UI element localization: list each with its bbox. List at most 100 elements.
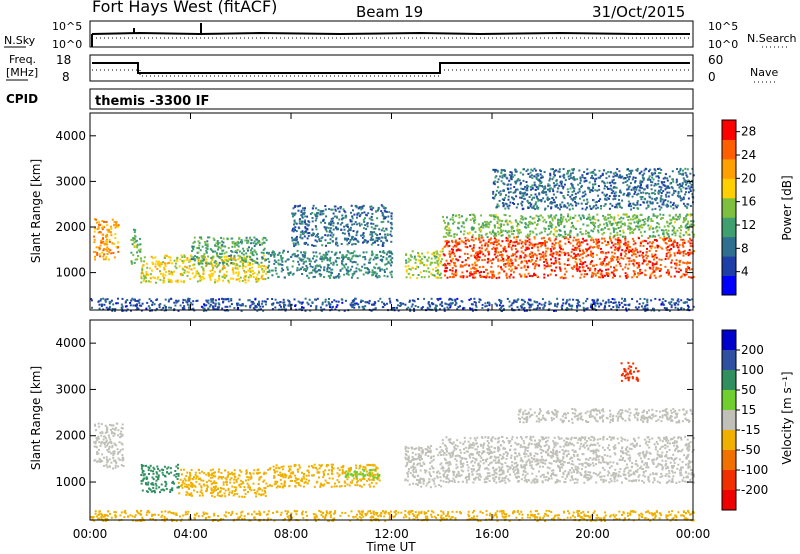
- data-cell: [626, 176, 629, 179]
- data-cell: [280, 259, 283, 262]
- data-cell: [384, 207, 387, 210]
- data-cell: [658, 185, 661, 188]
- data-cell: [374, 275, 377, 278]
- data-cell: [614, 206, 617, 209]
- data-cell: [646, 201, 649, 204]
- data-cell: [590, 229, 593, 232]
- data-cell: [471, 228, 473, 231]
- data-cell: [217, 241, 220, 244]
- data-cell: [579, 260, 582, 263]
- data-cell: [519, 191, 522, 193]
- data-cell: [188, 300, 191, 303]
- data-cell: [533, 204, 536, 207]
- data-cell: [315, 251, 318, 254]
- data-cell: [450, 234, 453, 237]
- data-cell: [439, 297, 442, 300]
- data-cell: [358, 222, 361, 225]
- data-cell: [576, 234, 579, 237]
- data-cell: [554, 274, 557, 277]
- data-cell: [590, 252, 593, 255]
- data-cell: [449, 253, 452, 256]
- data-cell: [328, 270, 330, 273]
- data-cell: [567, 254, 570, 257]
- data-cell: [347, 257, 350, 259]
- data-cell: [654, 297, 657, 300]
- data-cell: [569, 236, 572, 239]
- data-cell: [210, 257, 213, 259]
- data-cell: [642, 307, 645, 310]
- data-cell: [417, 266, 420, 269]
- data-cell: [690, 186, 693, 189]
- data-cell: [125, 300, 128, 303]
- data-cell: [335, 300, 338, 303]
- data-cell: [125, 309, 128, 312]
- data-cell: [313, 268, 316, 271]
- data-cell: [249, 274, 251, 276]
- data-cell: [385, 210, 388, 213]
- data-cell: [308, 221, 311, 224]
- data-cell: [537, 207, 539, 210]
- data-cell: [491, 241, 494, 244]
- data-cell: [175, 301, 178, 304]
- data-cell: [562, 205, 565, 208]
- data-cell: [606, 186, 609, 188]
- data-cell: [582, 302, 585, 305]
- data-cell: [380, 255, 382, 257]
- data-cell: [327, 250, 330, 253]
- data-cell: [572, 216, 574, 219]
- data-cell: [149, 267, 151, 270]
- data-cell: [567, 191, 570, 193]
- data-cell: [206, 300, 209, 303]
- data-cell: [519, 220, 522, 223]
- data-cell: [194, 274, 197, 277]
- data-cell: [481, 224, 484, 227]
- data-cell: [323, 308, 326, 311]
- data-cell: [336, 257, 339, 259]
- data-cell: [627, 204, 630, 207]
- data-cell: [237, 278, 240, 281]
- data-cell: [93, 235, 96, 238]
- data-cell: [461, 265, 464, 268]
- data-cell: [634, 228, 637, 230]
- data-cell: [349, 260, 352, 263]
- data-cell: [590, 176, 593, 179]
- data-cell: [671, 229, 674, 232]
- data-cell: [357, 212, 360, 215]
- data-cell: [279, 263, 282, 266]
- data-cell: [493, 181, 496, 184]
- data-cell: [673, 189, 675, 192]
- data-cell: [558, 234, 561, 237]
- data-cell: [210, 249, 213, 252]
- data-cell: [297, 205, 300, 208]
- data-cell: [534, 265, 537, 268]
- data-cell: [439, 272, 442, 275]
- data-cell: [450, 260, 453, 263]
- data-cell: [454, 270, 457, 273]
- data-cell: [579, 270, 581, 273]
- data-cell: [312, 204, 315, 207]
- data-cell: [528, 259, 530, 262]
- data-cell: [639, 219, 642, 222]
- data-cell: [117, 241, 120, 244]
- data-cell: [636, 307, 639, 310]
- data-cell: [685, 232, 688, 235]
- data-cell: [581, 263, 584, 266]
- data-cell: [649, 196, 652, 199]
- data-cell: [349, 268, 352, 271]
- data-cell: [624, 213, 627, 216]
- data-cell: [553, 239, 556, 242]
- data-cell: [682, 221, 685, 224]
- data-cell: [136, 245, 139, 248]
- data-cell: [143, 277, 146, 280]
- data-cell: [606, 181, 609, 184]
- data-cell: [599, 268, 602, 271]
- data-cell: [560, 306, 563, 309]
- data-cell: [366, 241, 369, 244]
- data-cell: [93, 238, 96, 241]
- nave-tick-bottom: 0: [708, 70, 716, 84]
- data-cell: [426, 258, 429, 261]
- data-cell: [215, 266, 218, 269]
- data-cell: [686, 181, 689, 184]
- data-cell: [264, 237, 267, 240]
- data-cell: [520, 187, 523, 190]
